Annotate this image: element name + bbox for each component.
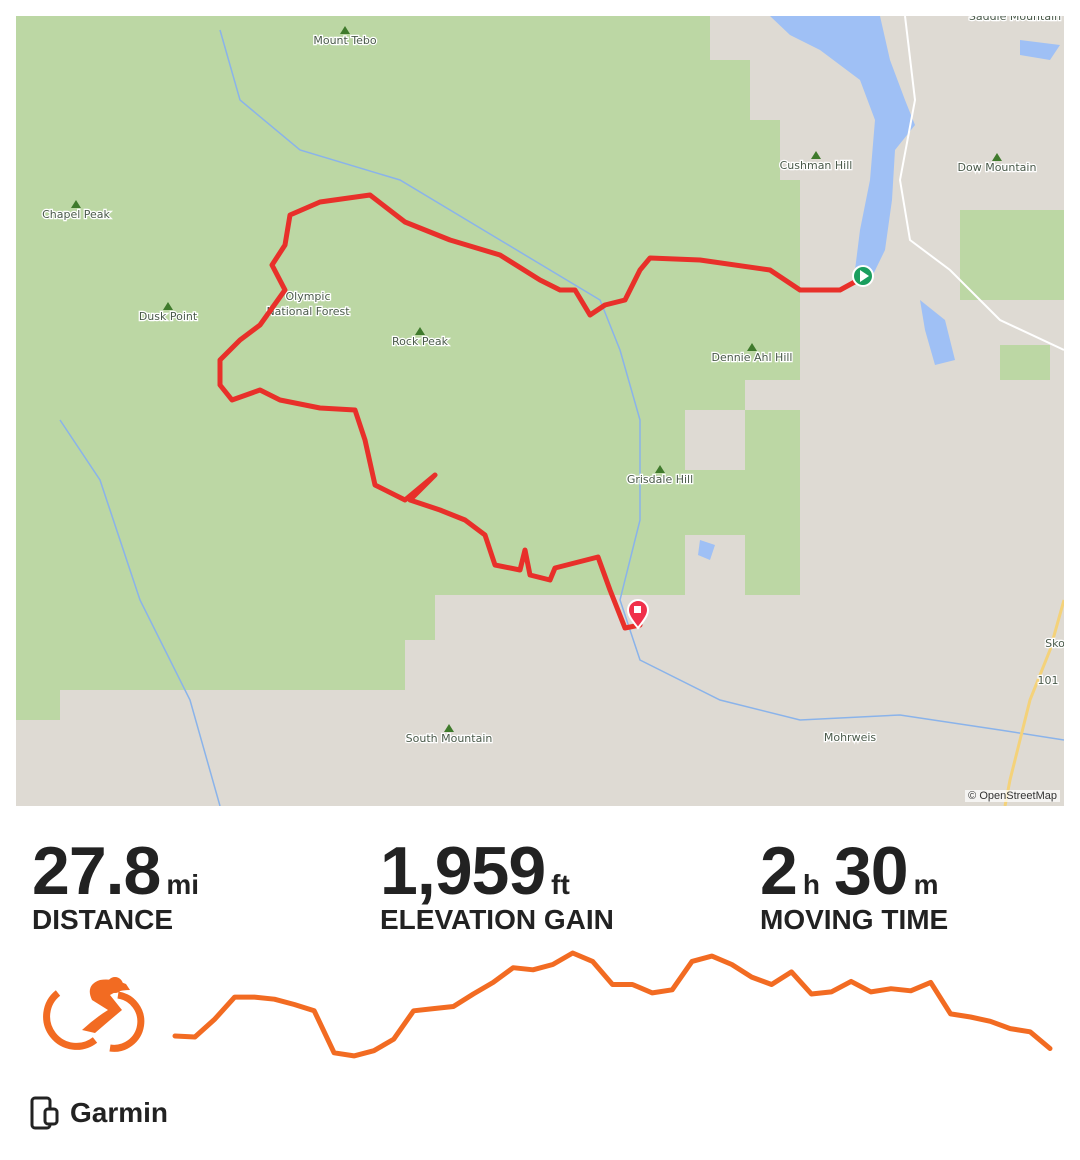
route-line	[217, 192, 865, 631]
hours-value: 2	[760, 833, 798, 909]
road	[898, 16, 1064, 351]
minutes-value: 30	[833, 833, 909, 909]
device-sync-icon	[30, 1096, 59, 1130]
map-label: Mohrweis	[824, 731, 877, 744]
stat-distance: 27.8 mi DISTANCE	[32, 832, 213, 936]
peak-icon	[747, 343, 757, 351]
peak-icon	[655, 465, 665, 473]
distance-unit: mi	[166, 869, 200, 900]
peak-icon	[992, 153, 1002, 161]
map-label: Mount Tebo	[313, 34, 377, 47]
elevation-label: ELEVATION GAIN	[380, 904, 614, 935]
highway-101	[1003, 599, 1064, 806]
map-label: Dow Mountain	[958, 161, 1037, 174]
national-forest-area	[16, 16, 800, 720]
map-attribution[interactable]: © OpenStreetMap	[965, 790, 1060, 802]
map-label: Cushman Hill	[780, 159, 853, 172]
elevation-value: 1,959	[380, 833, 546, 909]
green-patch	[650, 210, 1064, 410]
distance-label: DISTANCE	[32, 904, 174, 935]
route-map[interactable]: Mount Tebo Saddle Mountain Cushman Hill Dow…	[16, 16, 1064, 806]
map-label: South Mountain	[406, 732, 493, 745]
peak-icon	[340, 26, 350, 34]
end-marker[interactable]	[626, 599, 650, 630]
peak-icon	[415, 327, 425, 335]
river	[59, 29, 1064, 806]
elevation-unit: ft	[551, 869, 570, 900]
map-label: Chapel Peak	[42, 208, 110, 221]
stat-elevation: 1,959 ft ELEVATION GAIN	[380, 832, 614, 936]
map-label: Sko	[1045, 637, 1064, 650]
device-info: Garmin	[30, 1096, 168, 1130]
start-marker[interactable]	[852, 265, 874, 287]
elevation-profile	[43, 950, 1053, 1059]
lake-cushman	[770, 16, 915, 285]
peak-icon	[71, 200, 81, 208]
map-label: 101	[1038, 674, 1059, 687]
cycling-icon	[43, 977, 145, 1052]
map-label: Saddle Mountain	[969, 16, 1061, 23]
moving-time-label: MOVING TIME	[760, 904, 949, 935]
map-label: Olympic National Forest	[266, 290, 350, 318]
minutes-unit: m	[913, 869, 939, 900]
peak-icon	[811, 151, 821, 159]
map-label: Grisdale Hill	[627, 473, 693, 486]
map-label: Dusk Point	[139, 310, 198, 323]
elevation-line	[172, 950, 1053, 1059]
distance-value: 27.8	[32, 833, 161, 909]
hours-unit: h	[802, 869, 820, 900]
stat-moving-time: 2 h 30 m MOVING TIME	[760, 832, 952, 936]
peak-icon	[163, 302, 173, 310]
map-label: Dennie Ahl Hill	[712, 351, 793, 364]
device-name: Garmin	[70, 1097, 169, 1128]
peak-icon	[444, 724, 454, 732]
map-label: Rock Peak	[392, 335, 449, 348]
